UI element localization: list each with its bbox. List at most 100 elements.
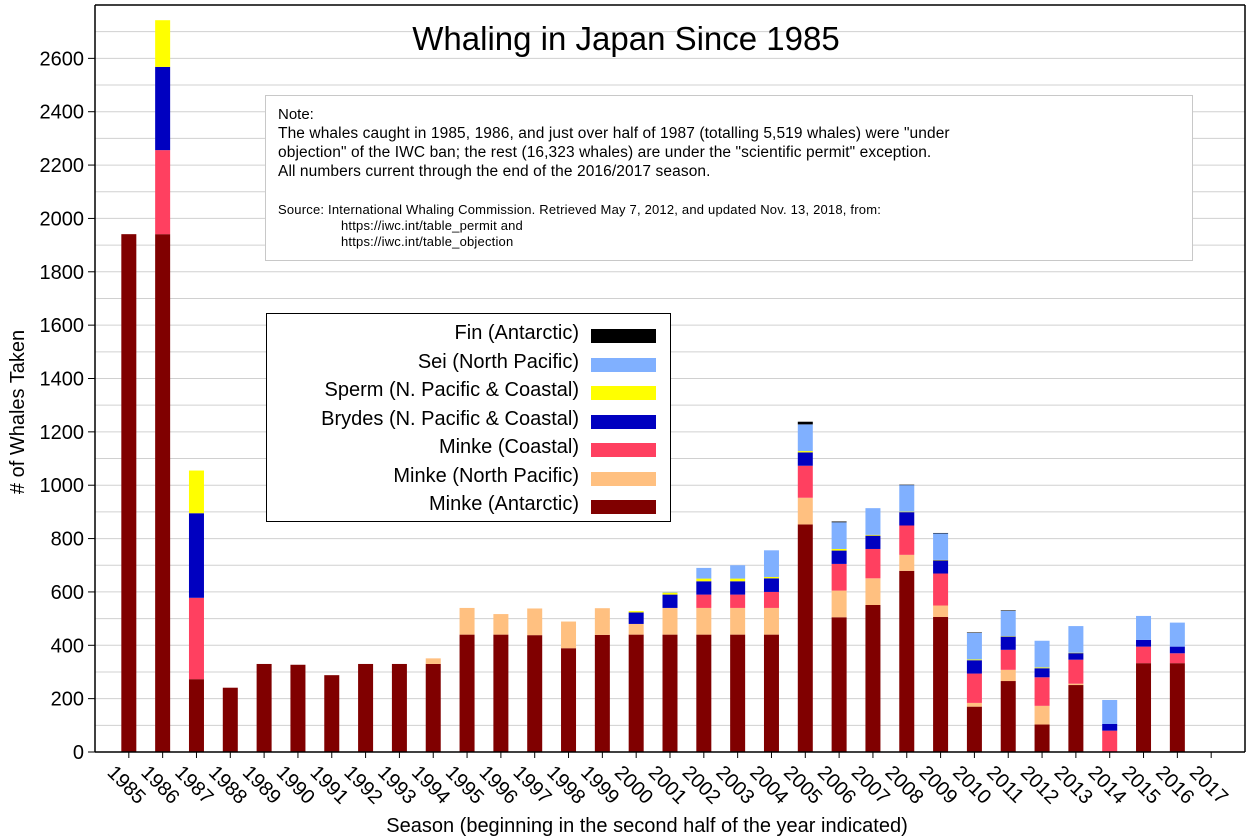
bar-segment	[966, 702, 982, 707]
bar-segment	[425, 658, 441, 664]
x-tick-label: 2016	[1151, 762, 1198, 809]
bar-segment	[155, 20, 171, 67]
legend-swatch	[591, 415, 656, 429]
bar-segment	[425, 663, 441, 752]
bar-segment	[865, 534, 881, 536]
bar-segment	[324, 675, 340, 752]
x-tick-label: 2004	[745, 762, 792, 809]
bar-segment	[628, 611, 644, 613]
bar-segment	[1000, 636, 1016, 650]
x-tick-label: 2001	[644, 762, 691, 809]
bar-segment	[899, 512, 915, 526]
bar-segment	[1102, 730, 1118, 752]
x-tick-labels: 1985198619871988198919901991199219931994…	[103, 752, 1232, 809]
bar-segment	[797, 424, 813, 452]
bar-segment	[831, 548, 847, 551]
legend-label: Minke (Coastal)	[438, 436, 579, 458]
legend-label: Brydes (N. Pacific & Coastal)	[321, 408, 579, 430]
bar-segment	[1034, 724, 1050, 752]
bar-segment	[1136, 663, 1152, 752]
x-tick-label: 2005	[779, 762, 826, 809]
bar-segment	[1068, 683, 1084, 686]
x-tick-label: 1999	[576, 762, 623, 809]
bar-segment	[899, 570, 915, 752]
y-tick-label: 200	[51, 689, 84, 711]
bar-segment	[730, 607, 746, 635]
bar-segment	[933, 533, 949, 560]
legend-item-minke-coastal: Minke (Coastal)	[267, 434, 672, 462]
bar-segment	[155, 66, 171, 151]
x-tick-label: 1986	[136, 762, 183, 809]
legend-item-sperm: Sperm (N. Pacific & Coastal)	[267, 377, 672, 405]
x-tick-label: 2010	[948, 762, 995, 809]
bar-segment	[797, 465, 813, 498]
bar-segment	[899, 525, 915, 555]
x-tick-label: 1987	[170, 762, 217, 809]
bar-segment	[594, 634, 610, 752]
bar-segment	[561, 648, 577, 752]
bar-segment	[662, 592, 678, 593]
x-tick-label: 2008	[881, 762, 928, 809]
bar-segment	[797, 452, 813, 466]
bar-segment	[730, 578, 746, 582]
legend-label: Sei (North Pacific)	[417, 351, 579, 373]
bar-segment	[1169, 622, 1185, 647]
bar-segment	[1136, 646, 1152, 664]
bar-segment	[696, 634, 712, 752]
y-tick-label: 600	[51, 582, 84, 604]
bar-segment	[865, 605, 881, 752]
bar-segment	[1136, 615, 1152, 640]
bar-segment	[459, 607, 475, 635]
note-line-1: The whales caught in 1985, 1986, and jus…	[278, 125, 950, 142]
bar-segment	[933, 560, 949, 574]
x-axis-label: Season (beginning in the second half of …	[386, 815, 907, 837]
y-tick-labels: 0 200 400 600 800 1000 1200 1400 1600 1800 2000 220…	[40, 48, 95, 764]
legend-item-sei: Sei (North Pacific)	[267, 349, 672, 377]
y-tick-label: 800	[51, 529, 84, 551]
bar-segment	[966, 673, 982, 703]
bar-segment	[1034, 705, 1050, 725]
bar-segment	[493, 614, 509, 635]
bar-segment	[730, 581, 746, 595]
bar-segment	[1136, 639, 1152, 647]
bar-segment	[561, 621, 577, 649]
bar-segment	[459, 634, 475, 752]
bar-segment	[696, 567, 712, 579]
x-tick-label: 1989	[238, 762, 285, 809]
x-tick-label: 2006	[813, 762, 860, 809]
bar-segment	[188, 513, 204, 598]
bar-segment	[797, 524, 813, 752]
legend-item-brydes: Brydes (N. Pacific & Coastal)	[267, 406, 672, 434]
x-tick-label: 2011	[982, 762, 1028, 808]
bar-segment	[1000, 681, 1016, 752]
bar-segment	[1034, 640, 1050, 668]
bar-segment	[527, 608, 543, 636]
bar-segment	[966, 659, 982, 661]
bar-segment	[696, 607, 712, 635]
x-tick-label: 1992	[339, 762, 386, 809]
bar-segment	[628, 634, 644, 752]
x-tick-label: 2002	[678, 762, 725, 809]
y-tick-label: 400	[51, 635, 84, 657]
bar-segment	[1000, 669, 1016, 682]
bar-segment	[831, 590, 847, 618]
bar-segment	[797, 421, 813, 425]
bar-segment	[797, 497, 813, 525]
bar-segment	[763, 634, 779, 752]
bar-segment	[933, 559, 949, 561]
note-heading: Note:	[278, 106, 314, 123]
x-tick-label: 1985	[103, 762, 150, 809]
source-line-2: https://iwc.int/table_permit and	[341, 218, 523, 233]
bar-segment	[1000, 610, 1016, 611]
bar-segment	[1068, 685, 1084, 752]
bar-segment	[763, 550, 779, 577]
bar-segment	[256, 663, 272, 752]
legend-item-minke-antarctic: Minke (Antarctic)	[267, 491, 672, 519]
bar-segment	[222, 687, 238, 752]
bar-segment	[594, 608, 610, 635]
legend-item-minke-north-pacific: Minke (North Pacific)	[267, 463, 672, 491]
bar-segment	[493, 634, 509, 752]
bar-segment	[1169, 663, 1185, 752]
y-tick-label: 0	[73, 742, 84, 764]
y-tick-label: 2200	[40, 155, 85, 177]
